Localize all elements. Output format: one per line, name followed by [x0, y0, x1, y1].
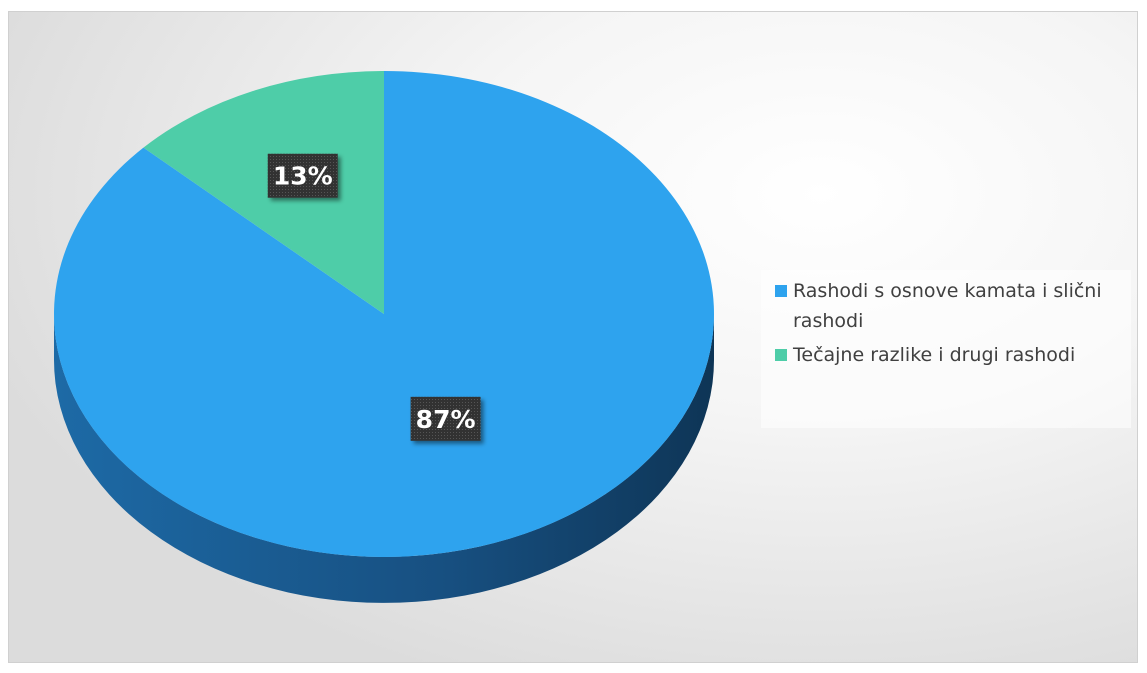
legend-item-tecajne: Tečajne razlike i drugi rashodi [771, 340, 1128, 370]
pie-slice-kamata [53, 71, 714, 557]
legend-swatch-kamata [775, 285, 787, 297]
svg-text:13%: 13% [273, 162, 333, 191]
pie-slices [53, 71, 714, 557]
data-label-kamata: 87% [410, 396, 481, 441]
pie-depth [54, 314, 714, 603]
legend-label-tecajne: Tečajne razlike i drugi rashodi [793, 344, 1076, 366]
svg-text:87%: 87% [416, 405, 476, 434]
legend-swatch-tecajne [775, 349, 787, 361]
chart-legend: Rashodi s osnove kamata i slični rashodi… [761, 270, 1131, 428]
pie-slice-tecajne [143, 71, 384, 314]
pie-data-labels: 87% 13% [267, 153, 481, 441]
data-label-tecajne: 13% [267, 153, 338, 198]
legend-label-kamata: Rashodi s osnove kamata i slični rashodi [793, 280, 1102, 332]
legend-item-kamata: Rashodi s osnove kamata i slični rashodi [771, 276, 1128, 336]
pie-chart: 87% 13% [53, 71, 714, 603]
pie-side-wall [54, 314, 714, 603]
chart-area: 87% 13% Rashodi s osnove kamata i slični … [8, 11, 1138, 663]
